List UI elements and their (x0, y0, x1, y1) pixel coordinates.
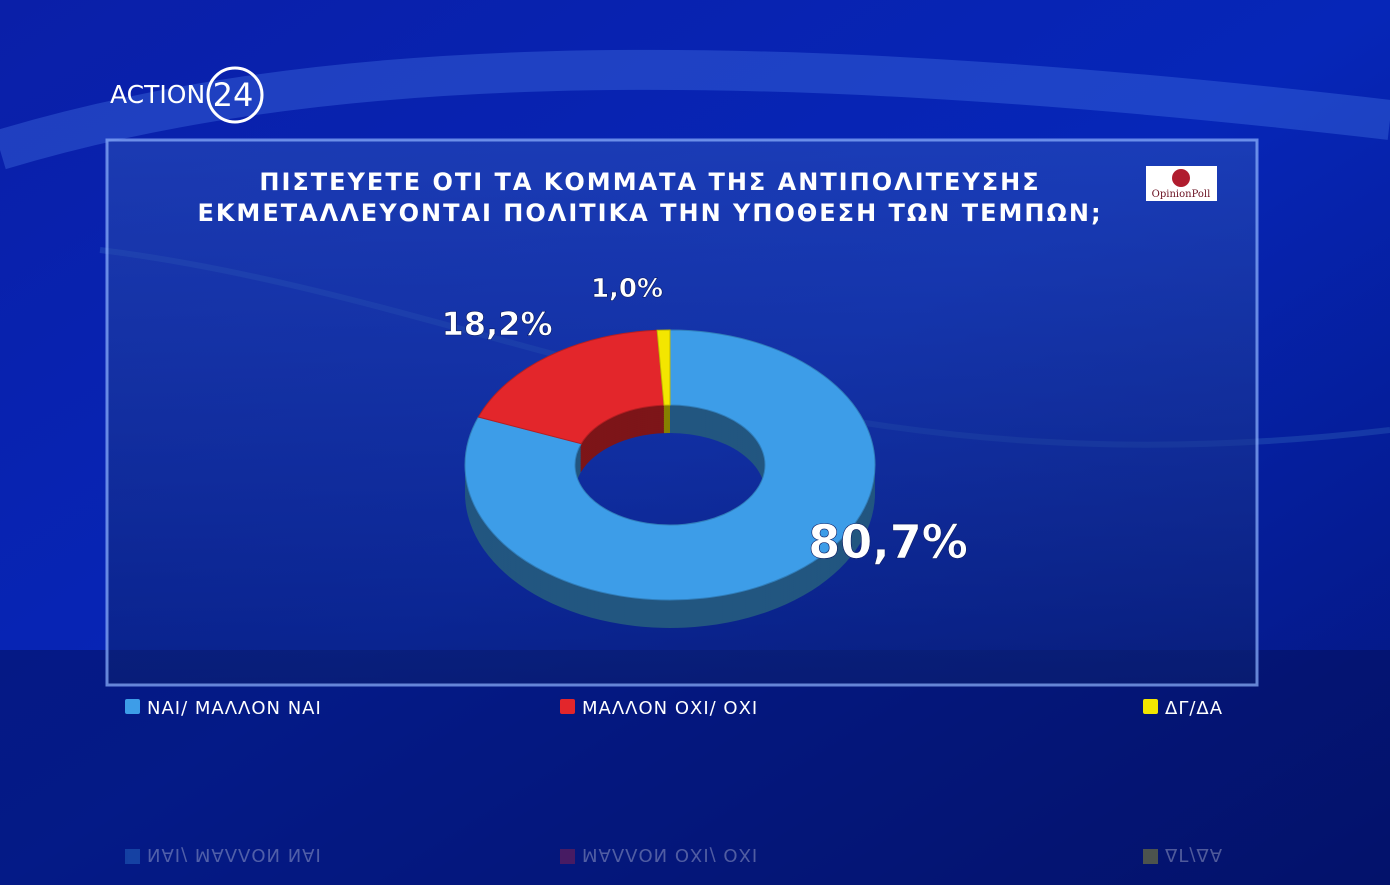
slice (464, 329, 876, 601)
slice (656, 329, 671, 406)
chart-title: ΕΚΜΕΤΑΛΛΕΥΟΝΤΑΙ ΠΟΛΙΤΙΚΑ ΤΗΝ ΥΠΟΘΕΣΗ ΤΩΝ… (197, 199, 1102, 227)
legend-swatch (1143, 849, 1158, 864)
pollster-icon (1172, 169, 1190, 187)
legend-swatch (560, 849, 575, 864)
legend-label: ΝΑΙ/ ΜΑΛΛΟΝ ΝΑΙ (147, 698, 322, 719)
legend-reflection: ΝΑΙ/ ΜΑΛΛΟΝ ΝΑΙ (125, 844, 322, 865)
data-label: 1,0% (591, 274, 663, 304)
plot: 80,7% 18,2% 1,0% (441, 274, 968, 628)
legend-reflection: ΜΑΛΛΟΝ ΟΧΙ/ ΟΧΙ (560, 844, 758, 865)
legend-swatch (1143, 699, 1158, 714)
legend-swatch (125, 849, 140, 864)
swoosh (0, 49, 1390, 170)
pollster-name: OpinionPoll (1152, 189, 1211, 200)
legend-label: ΜΑΛΛΟΝ ΟΧΙ/ ΟΧΙ (582, 844, 758, 865)
data-label: 18,2% (441, 305, 552, 343)
legend-label: ΝΑΙ/ ΜΑΛΛΟΝ ΝΑΙ (147, 844, 322, 865)
legend-swatch (125, 699, 140, 714)
legend-label: ΔΓ/ΔΑ (1165, 844, 1223, 865)
channel-number: 24 (213, 76, 254, 114)
channel-logo: ACTION (110, 80, 205, 109)
legend-reflection: ΔΓ/ΔΑ (1143, 844, 1223, 865)
data-label: 80,7% (808, 515, 968, 569)
legend-label: ΜΑΛΛΟΝ ΟΧΙ/ ΟΧΙ (582, 698, 758, 719)
logo-ring (206, 66, 264, 124)
floor (0, 650, 1390, 885)
slice (477, 329, 665, 445)
legend-swatch (560, 699, 575, 714)
legend-label: ΔΓ/ΔΑ (1165, 698, 1223, 719)
chart-title: ΠΙΣΤΕΥΕΤΕ ΟΤΙ ΤΑ ΚΟΜΜΑΤΑ ΤΗΣ ΑΝΤΙΠΟΛΙΤΕΥ… (259, 168, 1040, 196)
